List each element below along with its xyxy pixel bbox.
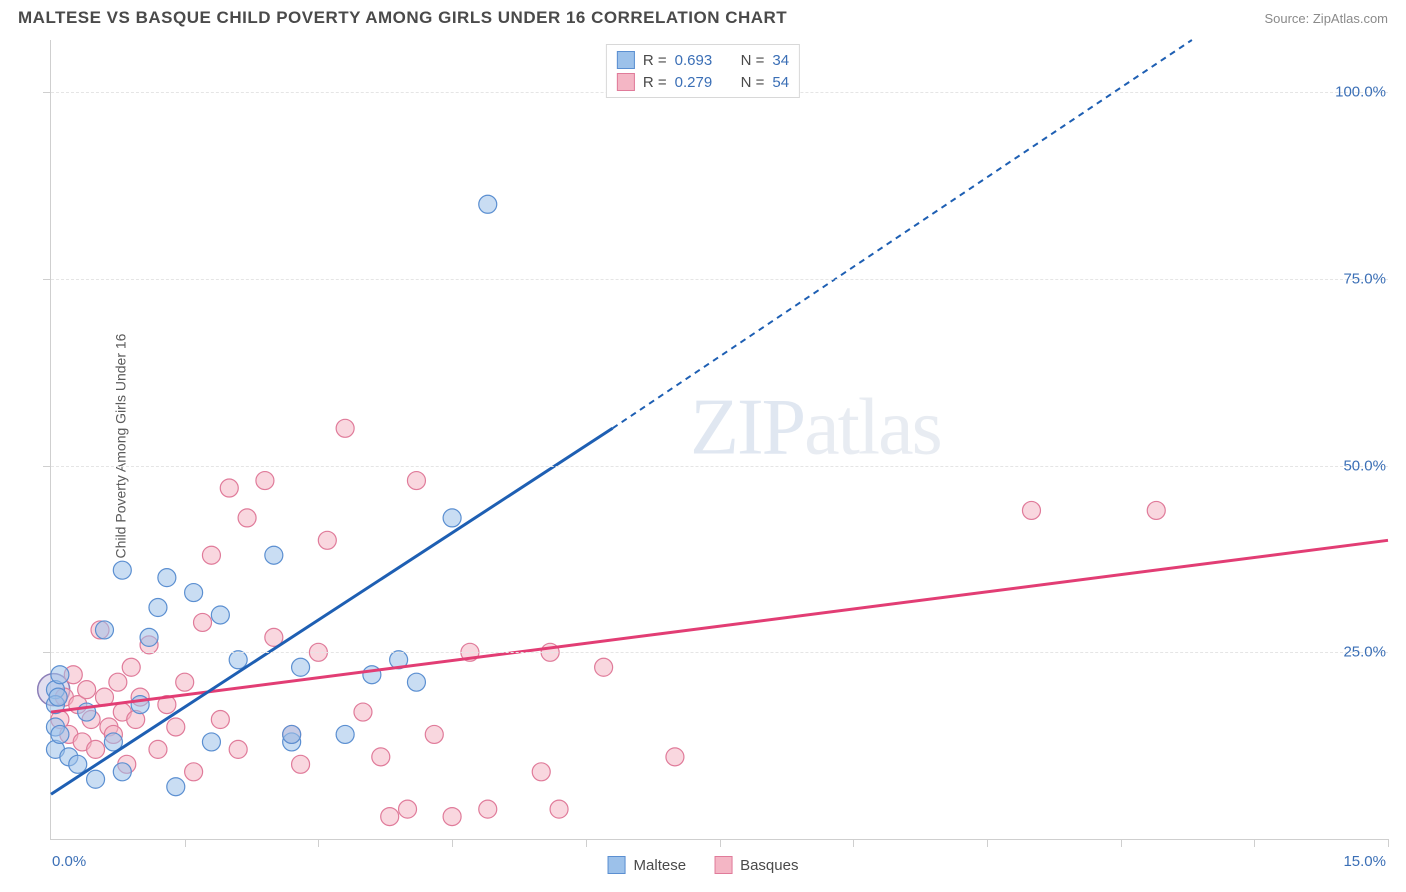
legend-series-item: Maltese bbox=[608, 856, 687, 874]
legend-r-value: 0.693 bbox=[675, 52, 725, 69]
legend-n-label: N = bbox=[741, 52, 765, 69]
legend-series: Maltese Basques bbox=[608, 856, 799, 874]
legend-n-value: 54 bbox=[772, 74, 789, 91]
y-tick-label: 50.0% bbox=[1343, 457, 1386, 474]
legend-correlation: R = 0.693 N = 34 R = 0.279 N = 54 bbox=[606, 44, 800, 98]
y-tick-label: 75.0% bbox=[1343, 270, 1386, 287]
legend-r-label: R = bbox=[643, 74, 667, 91]
legend-swatch bbox=[714, 856, 732, 874]
x-tick-max: 15.0% bbox=[1343, 853, 1386, 870]
legend-correlation-row: R = 0.693 N = 34 bbox=[617, 49, 789, 71]
chart-header: MALTESE VS BASQUE CHILD POVERTY AMONG GI… bbox=[0, 0, 1406, 32]
legend-correlation-row: R = 0.279 N = 54 bbox=[617, 71, 789, 93]
x-tick-min: 0.0% bbox=[52, 853, 86, 870]
legend-r-label: R = bbox=[643, 52, 667, 69]
legend-n-value: 34 bbox=[772, 52, 789, 69]
legend-series-item: Basques bbox=[714, 856, 798, 874]
y-tick-label: 100.0% bbox=[1335, 84, 1386, 101]
legend-series-label: Basques bbox=[740, 857, 798, 874]
legend-swatch bbox=[608, 856, 626, 874]
legend-series-label: Maltese bbox=[634, 857, 687, 874]
legend-n-label: N = bbox=[741, 74, 765, 91]
chart-title: MALTESE VS BASQUE CHILD POVERTY AMONG GI… bbox=[18, 8, 787, 28]
legend-r-value: 0.279 bbox=[675, 74, 725, 91]
chart-plot-area bbox=[50, 40, 1388, 840]
scatter-plot-svg bbox=[51, 40, 1388, 839]
legend-swatch bbox=[617, 51, 635, 69]
chart-source: Source: ZipAtlas.com bbox=[1264, 11, 1388, 26]
y-tick-label: 25.0% bbox=[1343, 644, 1386, 661]
legend-swatch bbox=[617, 73, 635, 91]
